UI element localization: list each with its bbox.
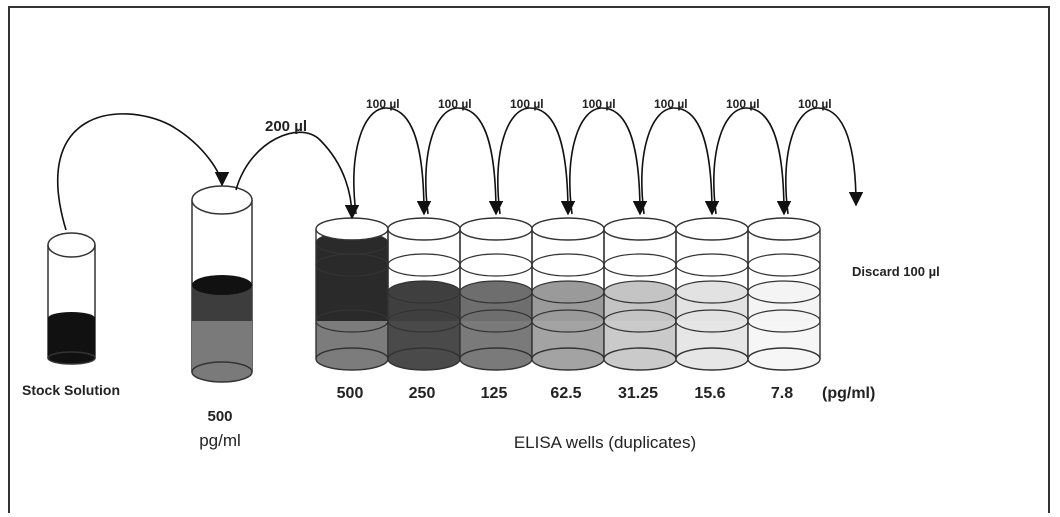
serial-transfer-arrow [497,107,576,216]
intermediate-tube [191,185,253,383]
serial-transfer-arrow [713,107,792,216]
well-column [603,217,677,371]
well-value-label: 125 [481,385,508,402]
serial-transfer-label: 100 µl [366,97,400,111]
well-value-label: 250 [409,385,436,402]
discard-label: Discard 100 µl [852,264,940,279]
well-column [675,217,749,371]
serial-transfer-label: 100 µl [798,97,832,111]
serial-transfer-label: 100 µl [438,97,472,111]
diagram-frame [8,6,1050,513]
transfer-arrows [57,107,864,231]
elisa-wells [315,217,821,371]
well-value-label: 62.5 [550,385,581,402]
well-column [315,217,389,371]
serial-transfer-label: 100 µl [726,97,760,111]
stock-solution-label: Stock Solution [22,382,120,398]
unit-label: (pg/ml) [822,385,875,402]
first-transfer-label: 200 µl [265,118,307,135]
serial-transfer-labels: 100 µl 100 µl 100 µl 100 µl 100 µl 100 µl 100 … [366,97,832,111]
tube-to-well-arrow [235,131,360,220]
serial-transfer-label: 100 µl [582,97,616,111]
serial-transfer-label: 100 µl [654,97,688,111]
serial-transfer-arrow [425,107,504,216]
well-concentration-labels: 500 250 125 62.5 31.25 15.6 7.8 [337,385,794,402]
well-column [459,217,533,371]
well-value-label: 500 [337,385,364,402]
well-value-label: 15.6 [694,385,725,402]
well-column [387,217,461,371]
tube-concentration-value: 500 [207,408,232,425]
well-value-label: 7.8 [771,385,793,402]
well-column [747,217,821,371]
serial-transfer-arrow [785,107,864,215]
serial-transfer-arrow [641,107,720,216]
well-column [531,217,605,371]
stock-tube [47,232,96,365]
caption: ELISA wells (duplicates) [514,433,696,452]
stock-to-tube-arrow [57,113,230,231]
serial-transfer-label: 100 µl [510,97,544,111]
serial-transfer-arrow [353,107,432,216]
tube-concentration-unit: pg/ml [199,431,241,450]
serial-transfer-arrow [569,107,648,216]
well-value-label: 31.25 [618,385,658,402]
